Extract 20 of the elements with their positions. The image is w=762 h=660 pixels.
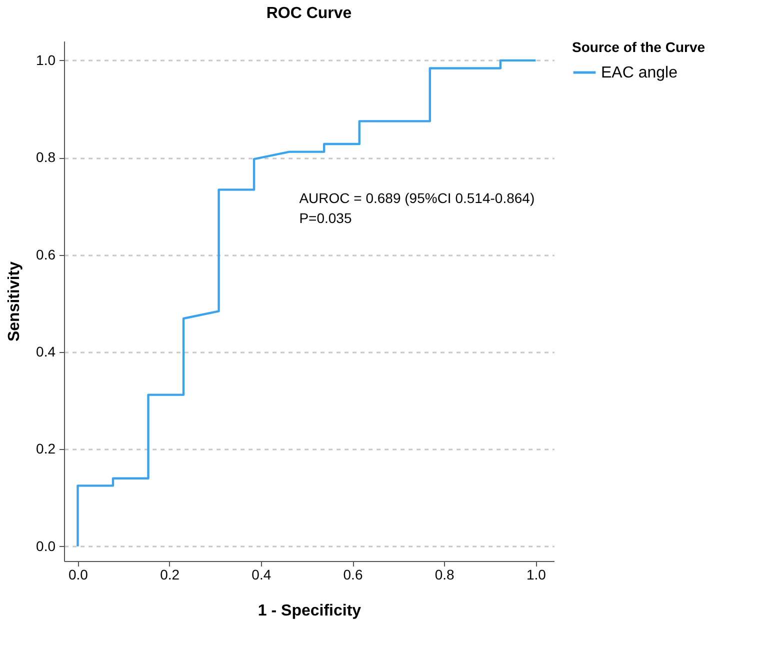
x-tick-label: 0.2 [160,566,180,582]
y-tick-label: 0.6 [36,246,56,262]
line-series [76,59,537,548]
annotation: P=0.035 [299,210,352,226]
y-tick-label: 0.0 [36,538,56,554]
y-axis-title: Sensitivity [6,261,24,342]
y-tick-label: 0.2 [36,440,56,457]
y-tick-label: 0.8 [36,149,56,166]
x-tick-label: 0.4 [252,566,272,582]
legend-title: Source of the Curve [572,39,706,55]
y-tick-label: 1.0 [36,52,56,68]
x-tick-label: 0.6 [343,566,363,582]
chart-title: ROC Curve [266,5,352,22]
legend-label: EAC angle [601,64,678,82]
x-axis-title: 1 - Specificity [258,602,362,620]
annotation: AUROC = 0.689 (95%CI 0.514-0.864) [299,190,535,206]
x-tick-label: 0.8 [434,566,455,582]
x-tick-label: 0.0 [68,566,88,582]
y-tick-label: 0.4 [36,344,56,360]
x-tick-label: 1.0 [526,566,546,582]
